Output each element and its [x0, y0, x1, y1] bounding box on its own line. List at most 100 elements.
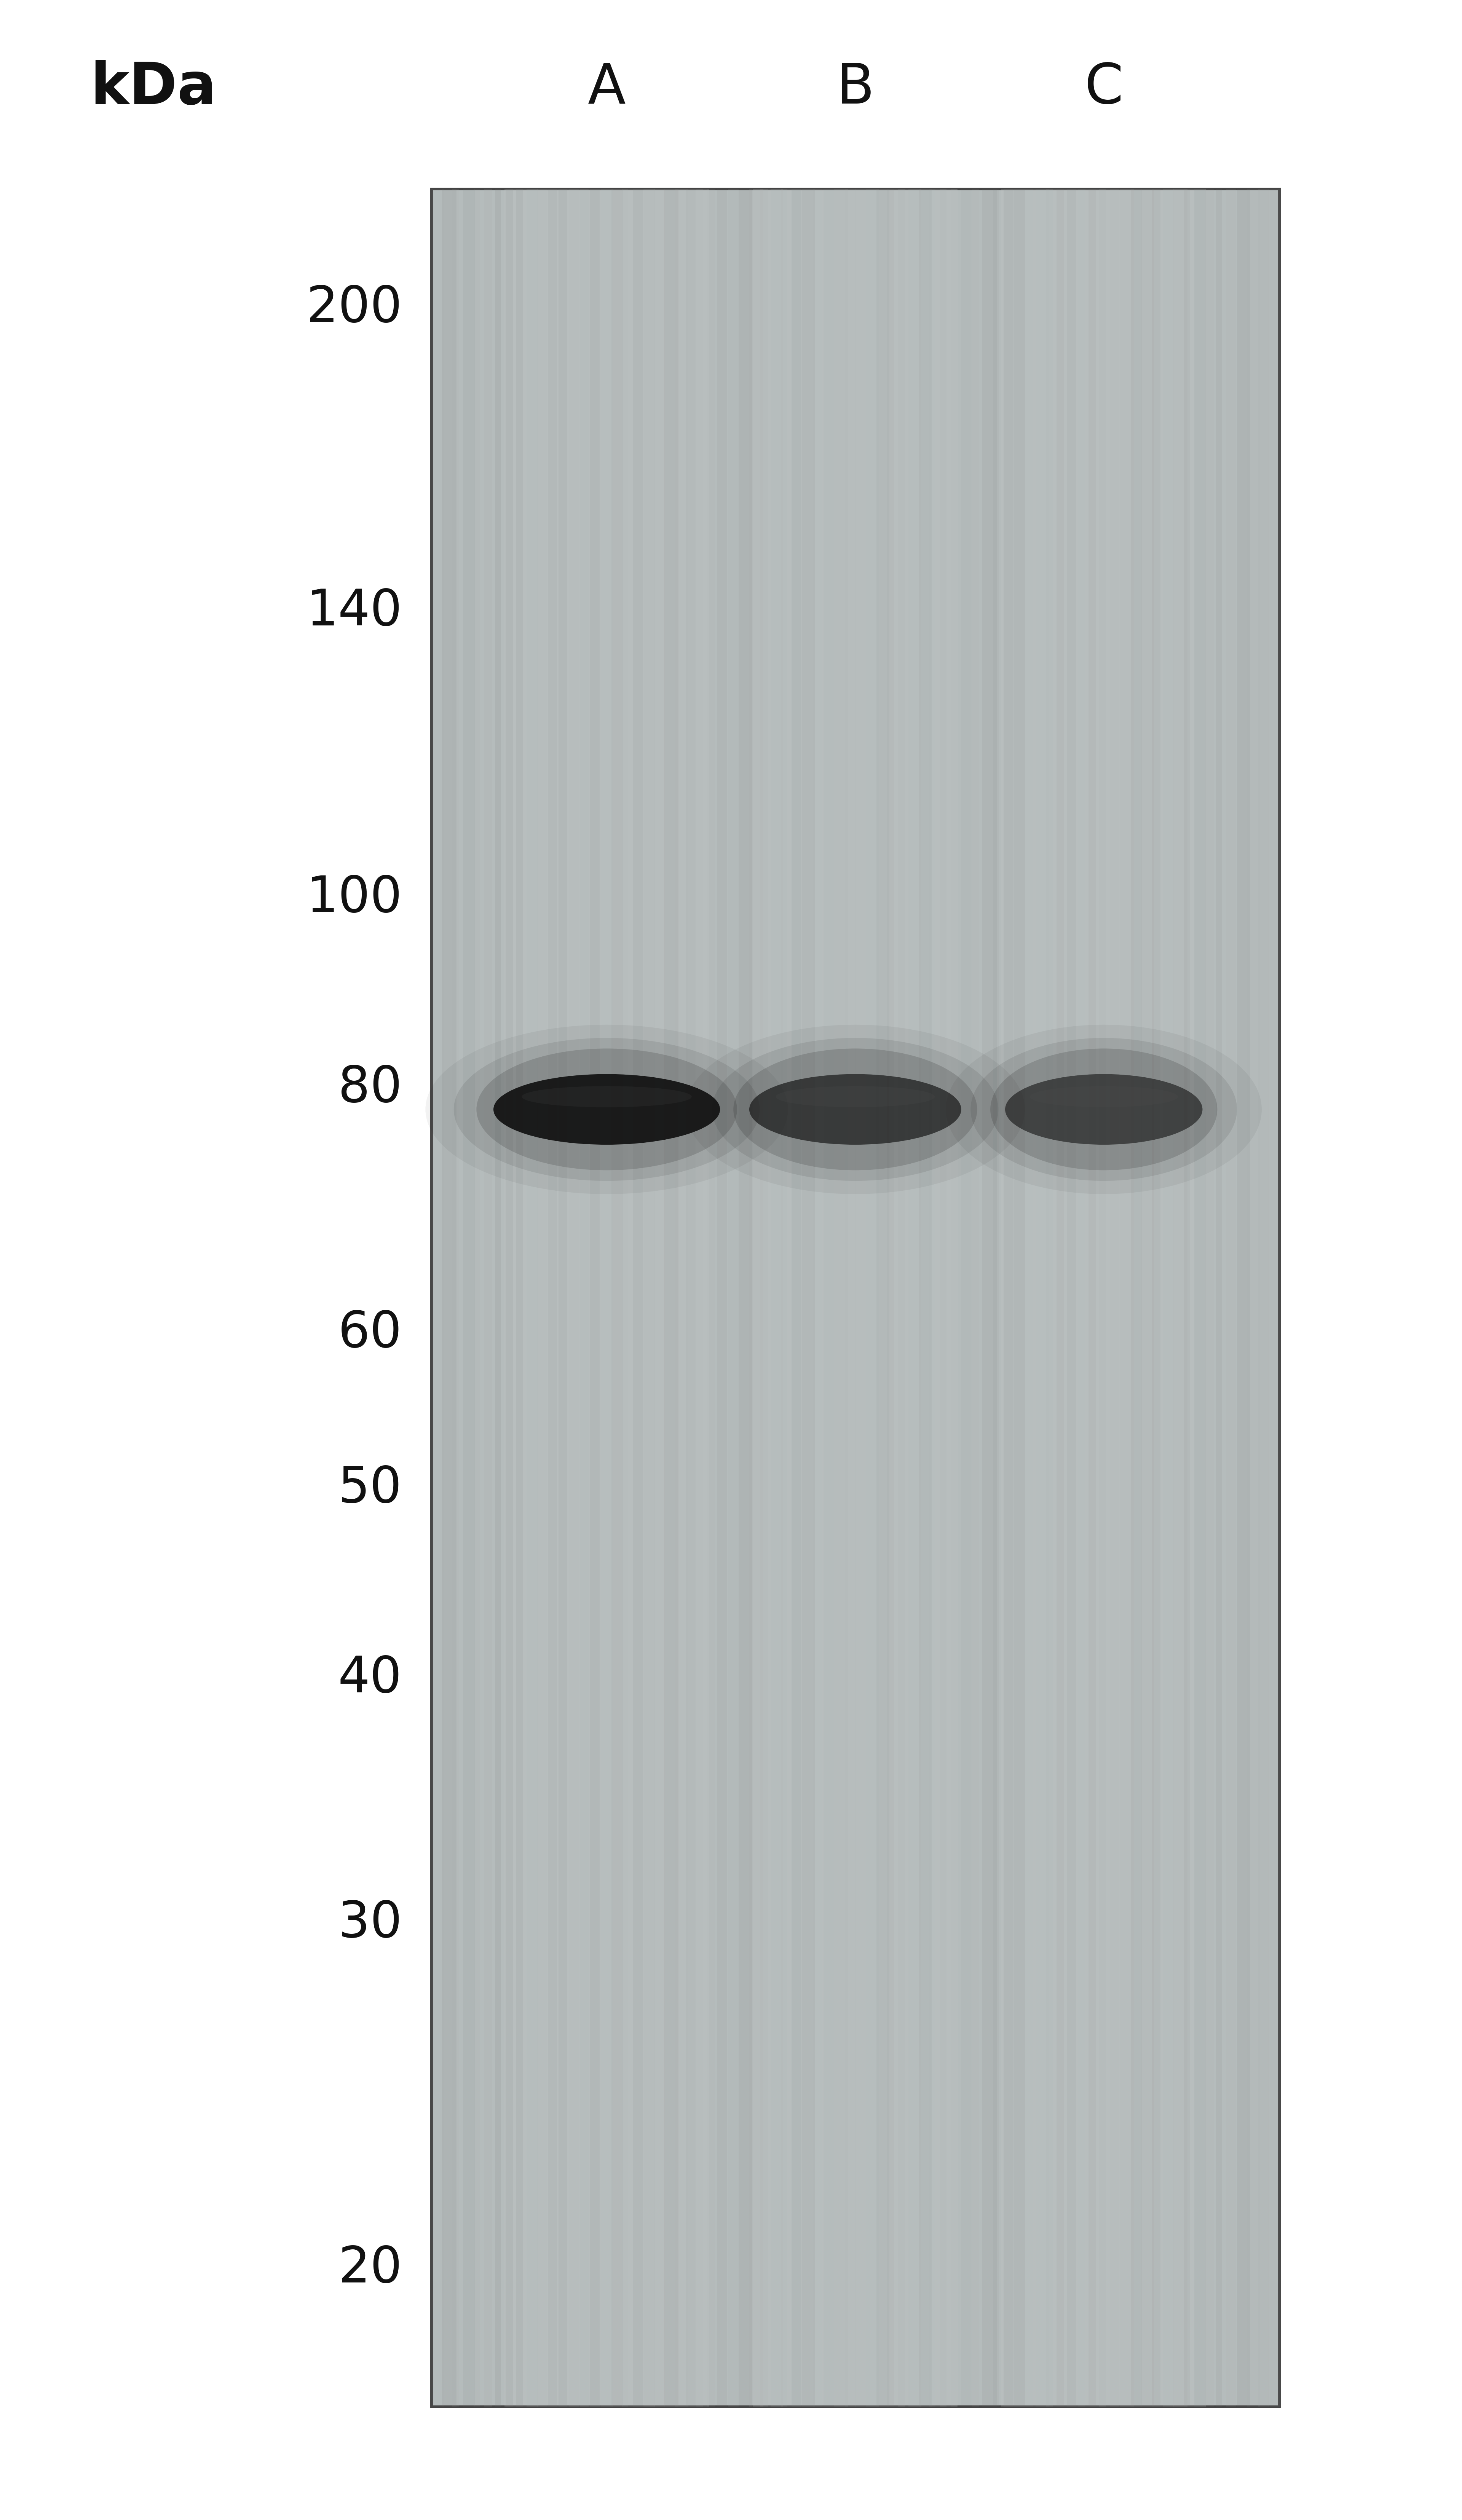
Bar	[781, 189, 788, 2407]
Bar	[516, 189, 523, 2407]
Text: A: A	[588, 60, 626, 116]
Bar	[753, 189, 958, 2407]
Bar	[930, 189, 936, 2407]
Bar	[1257, 189, 1269, 2407]
Bar	[993, 189, 999, 2407]
Bar	[484, 189, 493, 2407]
Text: 50: 50	[338, 1464, 402, 1512]
Bar	[760, 189, 768, 2407]
Bar	[633, 189, 643, 2407]
Ellipse shape	[477, 1048, 737, 1169]
Bar	[855, 189, 866, 2407]
Bar	[558, 189, 567, 2407]
Text: 80: 80	[338, 1063, 402, 1111]
Bar	[1035, 189, 1050, 2407]
Bar	[601, 189, 613, 2407]
Bar	[1088, 189, 1096, 2407]
Bar	[1152, 189, 1161, 2407]
Bar	[887, 189, 895, 2407]
Bar	[463, 189, 475, 2407]
Bar	[1173, 189, 1187, 2407]
Bar	[962, 189, 972, 2407]
Text: B: B	[836, 60, 874, 116]
Bar	[538, 189, 547, 2407]
Bar	[1216, 189, 1222, 2407]
Bar	[453, 189, 459, 2407]
Bar	[1227, 189, 1235, 2407]
Bar	[1077, 189, 1085, 2407]
Ellipse shape	[494, 1074, 719, 1144]
Bar	[1001, 189, 1206, 2407]
Ellipse shape	[1006, 1074, 1202, 1144]
Bar	[664, 189, 678, 2407]
Bar	[813, 189, 823, 2407]
Text: 20: 20	[338, 2245, 402, 2293]
Text: kDa: kDa	[91, 60, 216, 116]
Bar	[504, 189, 709, 2407]
Text: 200: 200	[306, 285, 402, 333]
Text: 60: 60	[338, 1308, 402, 1358]
Bar	[1004, 189, 1013, 2407]
Bar	[548, 189, 557, 2407]
Bar	[579, 189, 589, 2407]
Bar	[749, 189, 763, 2407]
Bar	[1015, 189, 1025, 2407]
Ellipse shape	[946, 1026, 1262, 1194]
Bar	[675, 189, 689, 2407]
Ellipse shape	[971, 1038, 1237, 1182]
Bar	[1132, 189, 1142, 2407]
Bar	[1269, 189, 1281, 2407]
Text: 140: 140	[306, 587, 402, 635]
Bar	[623, 189, 629, 2407]
Ellipse shape	[1029, 1086, 1178, 1106]
Bar	[728, 189, 738, 2407]
Text: 30: 30	[338, 1900, 402, 1948]
Bar	[431, 189, 1279, 2407]
Bar	[982, 189, 997, 2407]
Bar	[718, 189, 727, 2407]
Bar	[1184, 189, 1190, 2407]
Bar	[738, 189, 753, 2407]
Bar	[803, 189, 816, 2407]
Bar	[506, 189, 513, 2407]
Bar	[494, 189, 501, 2407]
Bar	[591, 189, 599, 2407]
Ellipse shape	[453, 1038, 760, 1182]
Bar	[1120, 189, 1135, 2407]
Bar	[654, 189, 665, 2407]
Ellipse shape	[686, 1026, 1025, 1194]
Bar	[1110, 189, 1120, 2407]
Text: C: C	[1085, 60, 1123, 116]
Ellipse shape	[990, 1048, 1218, 1169]
Bar	[696, 189, 703, 2407]
Bar	[972, 189, 980, 2407]
Bar	[474, 189, 480, 2407]
Ellipse shape	[776, 1086, 934, 1106]
Bar	[940, 189, 946, 2407]
Bar	[442, 189, 456, 2407]
Bar	[845, 189, 857, 2407]
Bar	[866, 189, 879, 2407]
Bar	[643, 189, 655, 2407]
Bar	[1057, 189, 1064, 2407]
Bar	[1247, 189, 1260, 2407]
Bar	[792, 189, 801, 2407]
Bar	[686, 189, 696, 2407]
Bar	[770, 189, 782, 2407]
Bar	[833, 189, 848, 2407]
Bar	[708, 189, 715, 2407]
Bar	[1205, 189, 1213, 2407]
Bar	[1025, 189, 1034, 2407]
Ellipse shape	[749, 1074, 962, 1144]
Bar	[1194, 189, 1206, 2407]
Bar	[526, 189, 538, 2407]
Bar	[908, 189, 921, 2407]
Bar	[1162, 189, 1174, 2407]
Text: 40: 40	[338, 1653, 402, 1704]
Ellipse shape	[522, 1086, 692, 1106]
Text: 100: 100	[306, 874, 402, 922]
Bar	[950, 189, 958, 2407]
Ellipse shape	[734, 1048, 977, 1169]
Bar	[611, 189, 623, 2407]
Bar	[1099, 189, 1105, 2407]
